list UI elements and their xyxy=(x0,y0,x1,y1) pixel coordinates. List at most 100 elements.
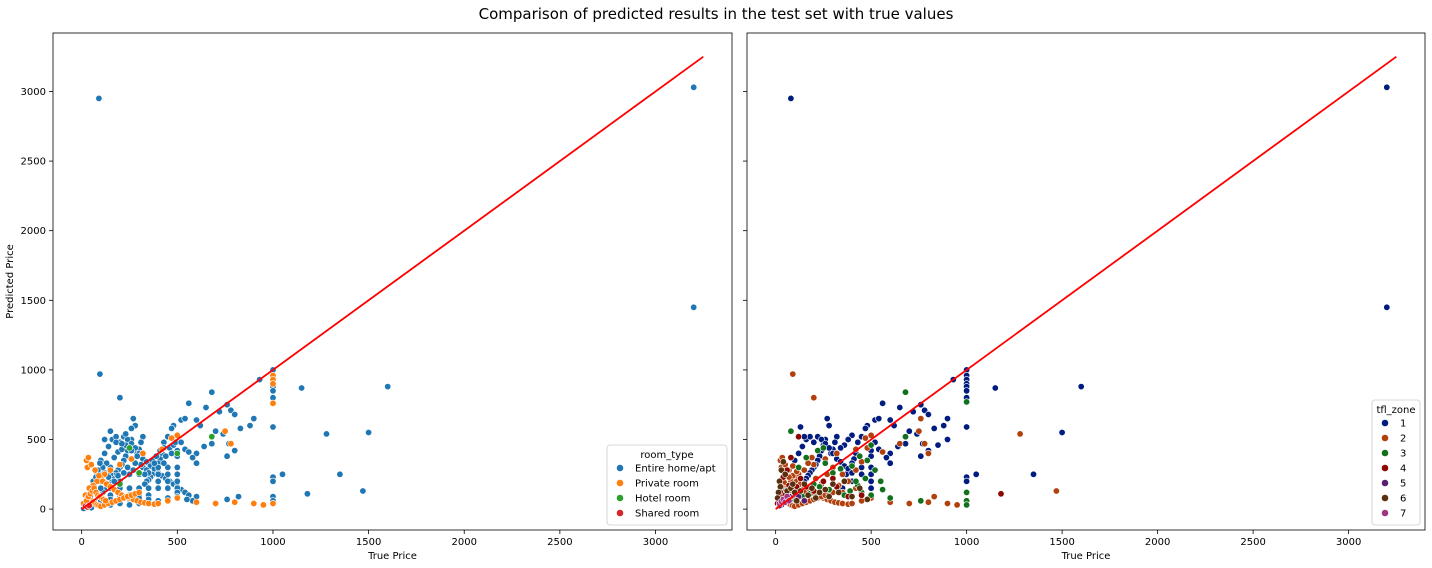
data-point xyxy=(322,430,330,438)
data-point xyxy=(1030,470,1038,478)
data-point xyxy=(106,427,114,435)
x-tick-label: 2500 xyxy=(1240,537,1265,548)
data-point xyxy=(164,470,172,478)
data-point xyxy=(690,303,698,311)
x-tick-label: 1000 xyxy=(954,537,979,548)
data-point xyxy=(235,493,243,501)
x-tick-label: 2500 xyxy=(547,537,572,548)
data-point xyxy=(901,388,909,396)
x-tick-label: 3000 xyxy=(1336,537,1361,548)
data-point xyxy=(867,441,875,449)
data-point xyxy=(359,487,367,495)
y-tick-label: 2500 xyxy=(21,157,46,168)
x-tick-label: 500 xyxy=(862,537,881,548)
data-point xyxy=(930,493,938,501)
legend-entry-label: 1 xyxy=(1400,419,1406,430)
data-point xyxy=(821,459,829,467)
data-point xyxy=(223,495,231,503)
data-point xyxy=(181,415,189,423)
data-point xyxy=(145,499,153,507)
data-point xyxy=(879,399,887,407)
data-point xyxy=(127,424,135,432)
data-point xyxy=(96,459,104,467)
data-point xyxy=(202,403,210,411)
data-point xyxy=(298,384,306,392)
data-point xyxy=(934,441,942,449)
data-point xyxy=(796,474,804,482)
legend: room_type Entire home/apt Private room Hote… xyxy=(606,444,728,526)
legend-marker xyxy=(616,494,624,502)
data-point xyxy=(269,423,277,431)
data-point xyxy=(917,415,925,423)
data-point xyxy=(858,491,866,499)
data-point xyxy=(102,497,110,505)
y-tick-label: 3000 xyxy=(21,87,46,98)
y-tick-label: 0 xyxy=(40,505,46,516)
x-tick-label: 1500 xyxy=(1049,537,1074,548)
data-point xyxy=(168,434,176,442)
data-point xyxy=(879,448,887,456)
data-point xyxy=(690,83,698,91)
data-point xyxy=(837,444,845,452)
data-point xyxy=(208,440,216,448)
legend-entry-label: Shared room xyxy=(635,509,699,520)
data-point xyxy=(852,477,860,485)
data-point xyxy=(185,399,193,407)
data-point xyxy=(221,427,229,435)
data-point xyxy=(208,433,216,441)
data-point xyxy=(133,452,141,460)
x-tick-label: 1500 xyxy=(356,537,381,548)
data-point xyxy=(871,466,879,474)
data-point xyxy=(800,466,808,474)
data-point xyxy=(145,484,153,492)
data-point xyxy=(116,461,124,469)
data-point xyxy=(193,498,201,506)
legend-title: tfl_zone xyxy=(1376,405,1415,416)
data-point xyxy=(795,449,803,457)
data-point xyxy=(924,498,932,506)
data-point xyxy=(963,387,971,395)
data-point xyxy=(118,440,126,448)
data-point xyxy=(139,449,147,457)
data-point xyxy=(212,499,220,507)
legend-entry-label: 4 xyxy=(1400,464,1406,475)
data-point xyxy=(848,493,856,501)
data-point xyxy=(861,434,869,442)
data-point xyxy=(924,449,932,457)
data-point xyxy=(810,461,818,469)
scatter-points xyxy=(80,83,698,512)
legend-entry-label: Entire home/apt xyxy=(635,464,716,475)
legend-entry-label: 2 xyxy=(1400,434,1406,445)
data-point xyxy=(193,459,201,467)
x-tick-label: 1000 xyxy=(260,537,285,548)
series-5 xyxy=(774,458,871,505)
data-point xyxy=(223,452,231,460)
y-tick-label: 1500 xyxy=(21,296,46,307)
data-point xyxy=(808,484,816,492)
data-point xyxy=(384,383,392,391)
data-point xyxy=(997,490,1005,498)
data-point xyxy=(101,435,109,443)
x-tick-label: 0 xyxy=(772,537,778,548)
data-point xyxy=(124,463,132,471)
data-point xyxy=(879,486,887,494)
data-point xyxy=(173,494,181,502)
legend-entry-label: 7 xyxy=(1400,509,1406,520)
data-point xyxy=(150,459,158,467)
data-point xyxy=(269,499,277,507)
data-point xyxy=(796,423,804,431)
data-point xyxy=(875,415,883,423)
data-point xyxy=(87,461,95,469)
legend-marker xyxy=(1381,434,1389,442)
right-scatter-panel: 0 500 1000 1500 2000 2500 3000 True Price tfl_zo… xyxy=(743,32,1426,562)
data-point xyxy=(838,499,846,507)
y-tick-label: 1000 xyxy=(21,365,46,376)
data-point xyxy=(1383,303,1391,311)
data-point xyxy=(185,448,193,456)
data-point xyxy=(137,438,145,446)
x-tick-label: 2000 xyxy=(451,537,476,548)
data-point xyxy=(787,427,795,435)
data-point xyxy=(789,462,797,470)
legend-marker xyxy=(1381,419,1389,427)
reference-line xyxy=(775,55,1397,510)
